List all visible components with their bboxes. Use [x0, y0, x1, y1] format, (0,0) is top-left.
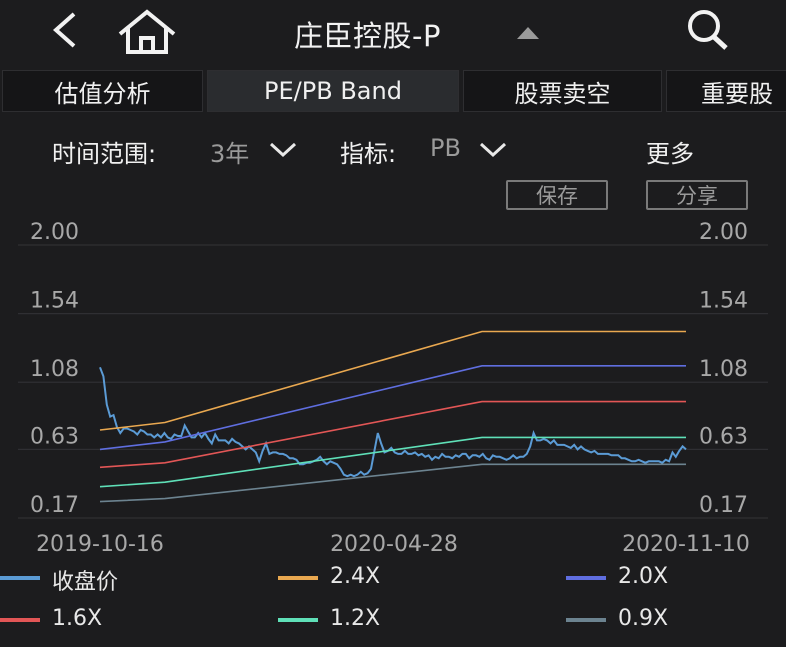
page-title[interactable]: 庄臣控股-P	[294, 19, 441, 53]
metric-select[interactable]: PB	[430, 134, 461, 162]
series-line-2.4X	[99, 330, 686, 431]
x-tick-label: 2020-11-10	[622, 532, 750, 556]
tab-short-selling[interactable]: 股票卖空	[463, 70, 662, 112]
legend-label: 1.6X	[52, 606, 103, 631]
legend-swatch	[0, 576, 40, 580]
series-line-2.0X	[99, 365, 686, 451]
filter-row: 时间范围: 3年 指标: PB 更多	[0, 128, 786, 172]
more-link[interactable]: 更多	[646, 140, 694, 168]
back-arrow-icon[interactable]	[44, 6, 84, 54]
legend-label: 2.0X	[618, 564, 669, 589]
chart-legend: 收盘价 2.4X 2.0X 1.6X 1.2X 0.9X	[0, 560, 786, 647]
chevron-down-icon[interactable]	[478, 142, 508, 158]
caret-up-icon[interactable]	[515, 25, 541, 41]
y-tick-label-left: 1.08	[30, 357, 79, 382]
chart-series	[99, 330, 687, 503]
series-line-1.2X	[99, 436, 686, 488]
legend-swatch	[566, 576, 606, 580]
series-line-1.6X	[99, 400, 686, 469]
legend-label: 收盘价	[52, 570, 119, 595]
chart-grid	[18, 244, 768, 519]
y-tick-label-right: 0.63	[699, 424, 748, 449]
legend-swatch	[0, 618, 40, 622]
share-button[interactable]: 分享	[646, 180, 748, 210]
legend-swatch	[278, 618, 318, 622]
y-tick-label-right: 1.54	[699, 289, 748, 314]
legend-label: 1.2X	[330, 606, 381, 631]
save-button[interactable]: 保存	[506, 180, 608, 210]
y-tick-label-left: 0.63	[30, 424, 79, 449]
chevron-down-icon[interactable]	[268, 142, 298, 158]
series-line-0.9X	[99, 463, 686, 503]
pb-band-chart: 2.00 2.00 1.54 1.54 1.08 1.08 0.63 0.63 0.17 0.17…	[18, 222, 768, 556]
tab-valuation-analysis[interactable]: 估值分析	[2, 70, 203, 112]
y-tick-label-right: 0.17	[699, 493, 748, 518]
tab-bar: 估值分析 PE/PB Band 股票卖空 重要股	[0, 70, 786, 116]
series-line-收盘价	[99, 366, 687, 478]
tab-major-shareholders[interactable]: 重要股	[666, 70, 786, 112]
y-tick-label-right: 2.00	[699, 222, 748, 245]
home-icon[interactable]	[114, 8, 180, 56]
chart-axes: 2.00 2.00 1.54 1.54 1.08 1.08 0.63 0.63 0.17 0.17…	[30, 222, 750, 556]
top-bar: 庄臣控股-P	[0, 0, 786, 66]
legend-swatch	[566, 618, 606, 622]
y-tick-label-right: 1.08	[699, 357, 748, 382]
tab-pe-pb-band[interactable]: PE/PB Band	[207, 70, 459, 112]
legend-label: 2.4X	[330, 564, 381, 589]
y-tick-label-left: 1.54	[30, 289, 79, 314]
y-tick-label-left: 2.00	[30, 222, 79, 245]
metric-label: 指标:	[340, 140, 397, 168]
time-range-select[interactable]: 3年	[210, 140, 250, 168]
legend-label: 0.9X	[618, 606, 669, 631]
search-icon[interactable]	[680, 6, 736, 54]
time-range-label: 时间范围:	[52, 140, 157, 168]
x-tick-label: 2020-04-28	[330, 532, 458, 556]
y-tick-label-left: 0.17	[30, 493, 79, 518]
x-tick-label: 2019-10-16	[36, 532, 164, 556]
legend-swatch	[278, 576, 318, 580]
